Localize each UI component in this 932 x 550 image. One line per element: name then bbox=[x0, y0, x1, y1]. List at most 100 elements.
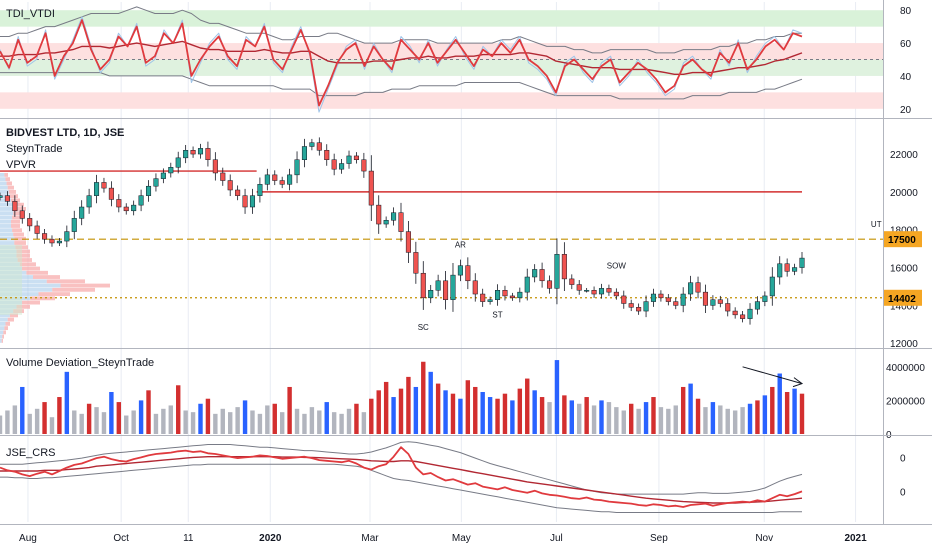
candle-body bbox=[398, 212, 404, 232]
volume-bar bbox=[398, 388, 404, 434]
candle-body bbox=[331, 159, 337, 170]
volume-profile-down bbox=[7, 185, 14, 190]
candle-body bbox=[799, 257, 805, 268]
volume-bar bbox=[591, 405, 597, 434]
volume-bar bbox=[762, 395, 768, 434]
volume-bar bbox=[450, 393, 456, 434]
candle-body bbox=[524, 276, 530, 293]
time-axis[interactable]: Aug Oct 11 2020 Mar May Jul Sep Nov 2021 bbox=[19, 533, 867, 544]
x-tick-label: 11 bbox=[183, 533, 194, 544]
price-tag-box bbox=[884, 289, 922, 306]
candle-body bbox=[532, 269, 538, 278]
candle-body bbox=[183, 150, 189, 159]
volume-pane[interactable]: Volume Deviation_SteynTrade 4000000 20000… bbox=[0, 357, 925, 441]
tdi-lines bbox=[0, 6, 803, 113]
volume-profile-up bbox=[0, 219, 11, 224]
candle-body bbox=[257, 184, 263, 196]
volume-profile-down bbox=[46, 279, 85, 284]
trend-arrow-line bbox=[742, 366, 803, 385]
candle-body bbox=[368, 170, 374, 206]
volume-profile-down bbox=[33, 275, 60, 279]
tdi-y-tick-label: 20 bbox=[900, 105, 912, 116]
price-pane[interactable]: SC AR ST SOW UT BIDVEST LTD, 1D, JSE SteynTr… bbox=[0, 127, 922, 350]
candle-body bbox=[598, 288, 605, 295]
candle-body bbox=[792, 267, 798, 272]
volume-bar bbox=[747, 403, 753, 434]
volume-bar bbox=[673, 405, 678, 434]
candle-body bbox=[227, 180, 233, 191]
tdi-pane[interactable]: TDI_VTDI 80 60 40 20 bbox=[0, 6, 912, 116]
volume-bar bbox=[636, 408, 641, 434]
candle-body bbox=[264, 174, 270, 185]
candle-body bbox=[131, 204, 137, 212]
candle-body bbox=[495, 290, 501, 300]
volume-bar bbox=[198, 403, 203, 434]
candle-body bbox=[79, 206, 85, 219]
volume-bar bbox=[205, 398, 211, 434]
volume-profile-down bbox=[60, 283, 110, 288]
candle-body bbox=[420, 272, 426, 299]
candle-body bbox=[606, 288, 612, 293]
candle-body bbox=[591, 290, 597, 295]
volume-bar bbox=[57, 397, 62, 434]
volume-bar bbox=[799, 393, 805, 434]
volume-profile-down bbox=[26, 270, 48, 275]
volume-profile-down bbox=[5, 321, 10, 326]
volume-profile-down bbox=[7, 317, 14, 322]
x-tick-label: Sep bbox=[650, 533, 668, 544]
volume-bar bbox=[487, 397, 493, 434]
volume-bar bbox=[614, 407, 619, 434]
volume-bar bbox=[101, 412, 107, 434]
volume-bar bbox=[621, 410, 626, 434]
candle-body bbox=[108, 187, 114, 200]
volume-bar bbox=[146, 390, 151, 434]
volume-bar bbox=[265, 405, 270, 434]
volume-profile-up bbox=[0, 185, 8, 190]
candle-body bbox=[160, 172, 166, 179]
volume-bar bbox=[213, 413, 218, 434]
volume-profile-down bbox=[2, 334, 4, 339]
volume-bar bbox=[428, 371, 433, 434]
volume-bar bbox=[680, 386, 686, 434]
volume-profile-down bbox=[11, 219, 20, 224]
candle-body bbox=[190, 150, 196, 155]
volume-bar bbox=[346, 408, 352, 434]
candle-body bbox=[680, 293, 686, 306]
volume-bar bbox=[257, 413, 263, 434]
price-y-tick-label: 16000 bbox=[890, 264, 918, 275]
volume-bar bbox=[658, 407, 664, 434]
candle-body bbox=[361, 159, 367, 172]
volume-bar bbox=[703, 407, 708, 434]
volume-profile-down bbox=[38, 292, 70, 296]
volume-bar bbox=[86, 403, 92, 434]
volume-bar bbox=[138, 400, 144, 434]
volume-bar bbox=[272, 403, 277, 434]
tdi-y-axis: 80 60 40 20 bbox=[900, 6, 912, 116]
candle-body bbox=[49, 238, 55, 244]
volume-profile-up bbox=[0, 236, 15, 241]
volume-bar bbox=[495, 398, 500, 434]
tdi-y-tick-label: 80 bbox=[900, 6, 912, 17]
crs-pane[interactable]: JSE_CRS 00 bbox=[0, 441, 906, 513]
candle-body bbox=[71, 218, 77, 232]
candle-body bbox=[702, 291, 708, 306]
volume-bar bbox=[435, 383, 441, 434]
candle-body bbox=[650, 293, 657, 302]
volume-bar bbox=[473, 386, 478, 434]
candle-body bbox=[554, 254, 560, 289]
tdi-zone bbox=[0, 92, 883, 109]
volume-pane-title: Volume Deviation_SteynTrade bbox=[6, 357, 154, 369]
tdi-series-lower-band bbox=[0, 72, 803, 100]
volume-bar bbox=[20, 386, 25, 434]
candle-body bbox=[480, 293, 486, 302]
volume-profile-up bbox=[0, 202, 14, 207]
volume-bar bbox=[643, 402, 649, 434]
candle-body bbox=[94, 182, 100, 196]
candle-body bbox=[628, 303, 634, 308]
volume-bar bbox=[220, 408, 225, 434]
volume-profile-down bbox=[9, 313, 18, 318]
tdi-series-signal bbox=[0, 40, 803, 76]
volume-bar bbox=[777, 373, 782, 434]
volume-bar bbox=[599, 400, 604, 434]
